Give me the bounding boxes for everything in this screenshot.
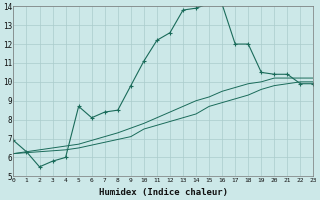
X-axis label: Humidex (Indice chaleur): Humidex (Indice chaleur)	[99, 188, 228, 197]
